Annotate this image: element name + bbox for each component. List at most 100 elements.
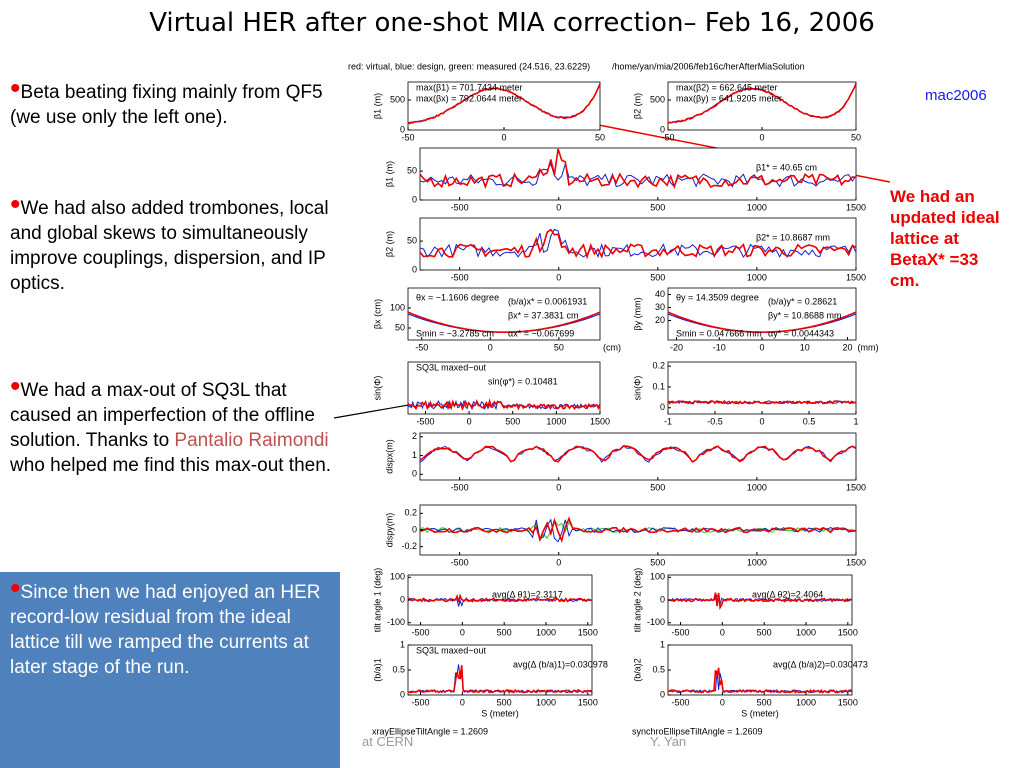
curve: [419, 445, 857, 463]
x-tick-label: -500: [416, 416, 434, 426]
y-tick-label: 500: [390, 94, 405, 104]
plot-note: sin(φ*) = 0.10481: [488, 376, 558, 386]
plot-note: max(β1) = 701.7434 meter: [416, 82, 522, 92]
plot-note: max(βy) = 641.9205 meter: [676, 93, 782, 103]
curve: [667, 667, 853, 694]
x-tick-label: 1000: [536, 627, 556, 637]
curve: [667, 400, 857, 405]
curve: [407, 665, 593, 694]
x-tick-label: -1: [664, 416, 672, 426]
plot-frame: [667, 287, 857, 341]
x-tick-label: 1: [853, 416, 858, 426]
box-text: •Since then we had enjoyed an HER record…: [10, 572, 321, 679]
plot-note: avg(Δ (b/a)2)=0.030473: [773, 659, 868, 669]
arrow-head: [522, 108, 532, 115]
plot-frame: [407, 81, 601, 131]
x-tick-label: 1000: [747, 202, 767, 212]
y-tick-label: 0.1: [652, 381, 665, 391]
footer: Y. Yan: [650, 734, 687, 749]
x-tick-label: 500: [757, 627, 772, 637]
curve: [419, 518, 857, 543]
y-tick-label: 100: [650, 572, 665, 582]
curve: [419, 228, 857, 259]
x-tick-label: 500: [650, 482, 665, 492]
bullet-text: who helped me find this max-out then.: [10, 455, 332, 476]
x-tick-label: 50: [851, 132, 861, 142]
y-tick-label: -100: [387, 617, 405, 627]
y-label: βy (mm): [632, 297, 642, 330]
x-tick-label: 0: [759, 416, 764, 426]
curve: [667, 594, 853, 605]
y-tick-label: 0: [412, 264, 417, 274]
figure-header: red: virtual, blue: design, green: measu…: [348, 61, 590, 71]
arrow-head: [458, 393, 468, 400]
plot-note: αy* = 0.0044343: [768, 328, 834, 338]
y-label: tilt angle 1 (deg): [372, 568, 382, 633]
x-tick-label: 1500: [578, 697, 598, 707]
y-label: sin(Φ): [632, 376, 642, 401]
plot-note: avg(Δ (b/a)1)=0.030978: [513, 659, 608, 669]
y-tick-label: 0: [660, 594, 665, 604]
plot-note: β1* = 40.65 cm: [756, 162, 817, 172]
plot-frame: [419, 217, 857, 271]
bullet: •Beta beating fixing mainly from QF5 (we…: [10, 72, 323, 129]
curve: [419, 445, 857, 463]
x-tick-label: 0: [759, 342, 764, 352]
curve: [667, 313, 857, 333]
plot-note: max(βx) = 792.0644 meter: [416, 93, 522, 103]
x-tick-label: 1500: [846, 482, 866, 492]
y-label: βx (cm): [372, 299, 382, 329]
x-tick-label: 1000: [796, 627, 816, 637]
bullet-text: We had also added trombones, local and g…: [10, 198, 329, 294]
x-label: S (meter): [741, 708, 779, 718]
x-tick-label: 1000: [536, 697, 556, 707]
x-tick-label: -500: [412, 697, 430, 707]
x-tick-label: 50: [554, 342, 564, 352]
curve: [667, 399, 857, 405]
y-tick-label: 40: [655, 289, 665, 299]
curve: [667, 311, 857, 334]
curve: [419, 518, 857, 542]
x-tick-label: -10: [713, 342, 726, 352]
y-tick-label: 30: [655, 302, 665, 312]
y-tick-label: 0.5: [392, 664, 405, 674]
x-tick-label: 1500: [838, 697, 858, 707]
curve: [407, 597, 593, 608]
bullet: •We had a max-out of SQ3L that caused an…: [10, 370, 332, 477]
x-tick-label: -500: [451, 202, 469, 212]
plot-frame: [407, 574, 593, 626]
y-tick-label: 0: [412, 524, 417, 534]
plot-note: αx* = −0.067699: [508, 328, 574, 338]
plot-note: (b/a)x* = 0.0061931: [508, 296, 587, 306]
plot-note: (b/a)y* = 0.28621: [768, 296, 837, 306]
x-tick-label: 1000: [796, 697, 816, 707]
x-tick-label: 0: [556, 272, 561, 282]
x-tick-label: 1000: [747, 482, 767, 492]
x-tick-label: 500: [497, 627, 512, 637]
x-tick-label: 0: [720, 697, 725, 707]
bullet: •We had also added trombones, local and …: [10, 188, 329, 295]
curve: [419, 162, 857, 188]
plot-frame: [419, 504, 857, 556]
plot-frame: [407, 361, 601, 415]
x-tick-label: -500: [451, 272, 469, 282]
footer: at CERN: [362, 734, 414, 749]
plot-frame: [419, 432, 857, 481]
plot-note: SQ3L maxed−out: [416, 645, 486, 655]
curve: [407, 83, 601, 125]
y-tick-label: 1: [400, 639, 405, 649]
y-tick-label: 0.2: [652, 361, 665, 371]
plot-frame: [667, 361, 857, 415]
x-label: (mm): [858, 342, 879, 352]
y-tick-label: 50: [407, 235, 417, 245]
plot-frame: [667, 644, 853, 696]
x-tick-label: 500: [650, 272, 665, 282]
x-tick-label: 0: [556, 202, 561, 212]
x-tick-label: -50: [401, 132, 414, 142]
y-tick-label: -100: [647, 617, 665, 627]
curve: [667, 592, 853, 610]
x-tick-label: 0: [556, 482, 561, 492]
plot-frame: [419, 147, 857, 201]
bullet-text: We had a max-out of SQ3L that caused an …: [10, 380, 315, 451]
